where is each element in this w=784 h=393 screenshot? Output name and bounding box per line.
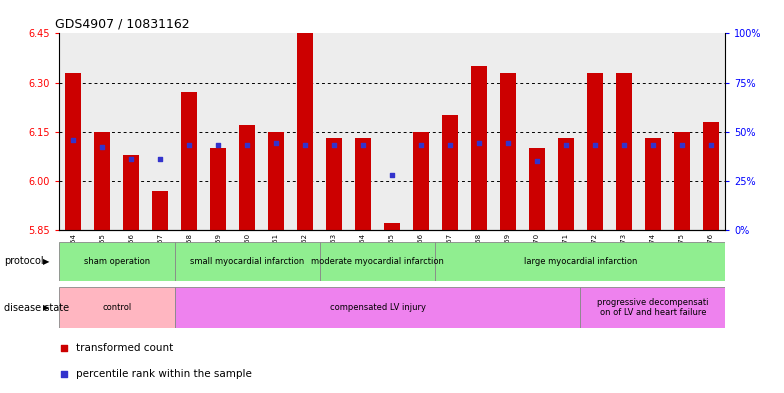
Bar xyxy=(702,122,719,230)
Bar xyxy=(320,33,349,230)
Bar xyxy=(464,33,493,230)
Bar xyxy=(239,125,255,230)
Text: small myocardial infarction: small myocardial infarction xyxy=(190,257,304,266)
Bar xyxy=(558,138,574,230)
Text: transformed count: transformed count xyxy=(76,343,173,353)
Bar xyxy=(673,132,690,230)
Point xyxy=(315,22,328,28)
Text: protocol: protocol xyxy=(4,256,44,266)
Bar xyxy=(587,73,603,230)
Point xyxy=(444,142,456,149)
Point xyxy=(647,142,659,149)
Bar xyxy=(204,33,233,230)
Bar xyxy=(268,132,284,230)
Text: ▶: ▶ xyxy=(43,303,49,312)
Bar xyxy=(609,33,638,230)
Point xyxy=(618,142,630,149)
Text: progressive decompensati
on of LV and heart failure: progressive decompensati on of LV and he… xyxy=(597,298,709,317)
Point xyxy=(676,142,688,149)
Bar xyxy=(442,115,458,230)
Point xyxy=(415,142,427,149)
Point xyxy=(589,142,601,149)
Bar xyxy=(435,33,464,230)
Point xyxy=(154,156,166,162)
Point xyxy=(125,156,137,162)
Bar xyxy=(291,33,320,230)
Point xyxy=(67,136,79,143)
Bar xyxy=(320,242,435,281)
Bar xyxy=(152,191,169,230)
Bar xyxy=(117,33,146,230)
Bar xyxy=(297,33,313,230)
Bar xyxy=(378,33,406,230)
Point xyxy=(357,142,369,149)
Bar xyxy=(580,33,609,230)
Text: percentile rank within the sample: percentile rank within the sample xyxy=(76,369,252,379)
Bar xyxy=(349,33,378,230)
Point xyxy=(473,140,485,147)
Bar xyxy=(233,33,262,230)
Bar xyxy=(65,73,82,230)
Text: disease state: disease state xyxy=(4,303,69,312)
Point xyxy=(502,140,514,147)
Bar xyxy=(326,138,342,230)
Bar xyxy=(644,138,661,230)
Point xyxy=(328,142,340,149)
Bar xyxy=(59,287,175,328)
Text: GDS4907 / 10831162: GDS4907 / 10831162 xyxy=(56,18,190,31)
Bar xyxy=(262,33,291,230)
Point xyxy=(315,254,328,261)
Bar xyxy=(59,242,175,281)
Bar xyxy=(146,33,175,230)
Text: moderate myocardial infarction: moderate myocardial infarction xyxy=(311,257,444,266)
Bar xyxy=(59,33,88,230)
Bar xyxy=(435,242,725,281)
Bar xyxy=(94,132,111,230)
Point xyxy=(96,144,108,151)
Point xyxy=(212,142,224,149)
Point xyxy=(241,142,253,149)
Bar xyxy=(615,73,632,230)
Point xyxy=(705,142,717,149)
Text: compensated LV injury: compensated LV injury xyxy=(329,303,426,312)
Bar xyxy=(638,33,667,230)
Bar xyxy=(123,154,140,230)
Bar xyxy=(384,223,400,230)
Bar xyxy=(667,33,696,230)
Bar xyxy=(175,33,204,230)
Bar xyxy=(88,33,117,230)
Text: large myocardial infarction: large myocardial infarction xyxy=(524,257,637,266)
Bar xyxy=(175,287,580,328)
Bar xyxy=(355,138,371,230)
Bar xyxy=(175,242,320,281)
Text: ▶: ▶ xyxy=(43,257,49,266)
Bar xyxy=(493,33,522,230)
Point xyxy=(299,142,311,149)
Point xyxy=(183,142,195,149)
Bar xyxy=(210,148,226,230)
Point xyxy=(386,172,398,178)
Text: control: control xyxy=(102,303,132,312)
Point xyxy=(531,158,543,164)
Bar xyxy=(500,73,516,230)
Bar xyxy=(406,33,435,230)
Bar xyxy=(471,66,487,230)
Bar xyxy=(696,33,725,230)
Point xyxy=(270,140,282,147)
Bar xyxy=(529,148,545,230)
Bar xyxy=(181,92,197,230)
Text: sham operation: sham operation xyxy=(84,257,150,266)
Bar xyxy=(522,33,551,230)
Bar xyxy=(551,33,580,230)
Point xyxy=(560,142,572,149)
Bar xyxy=(580,287,725,328)
Bar xyxy=(413,132,429,230)
